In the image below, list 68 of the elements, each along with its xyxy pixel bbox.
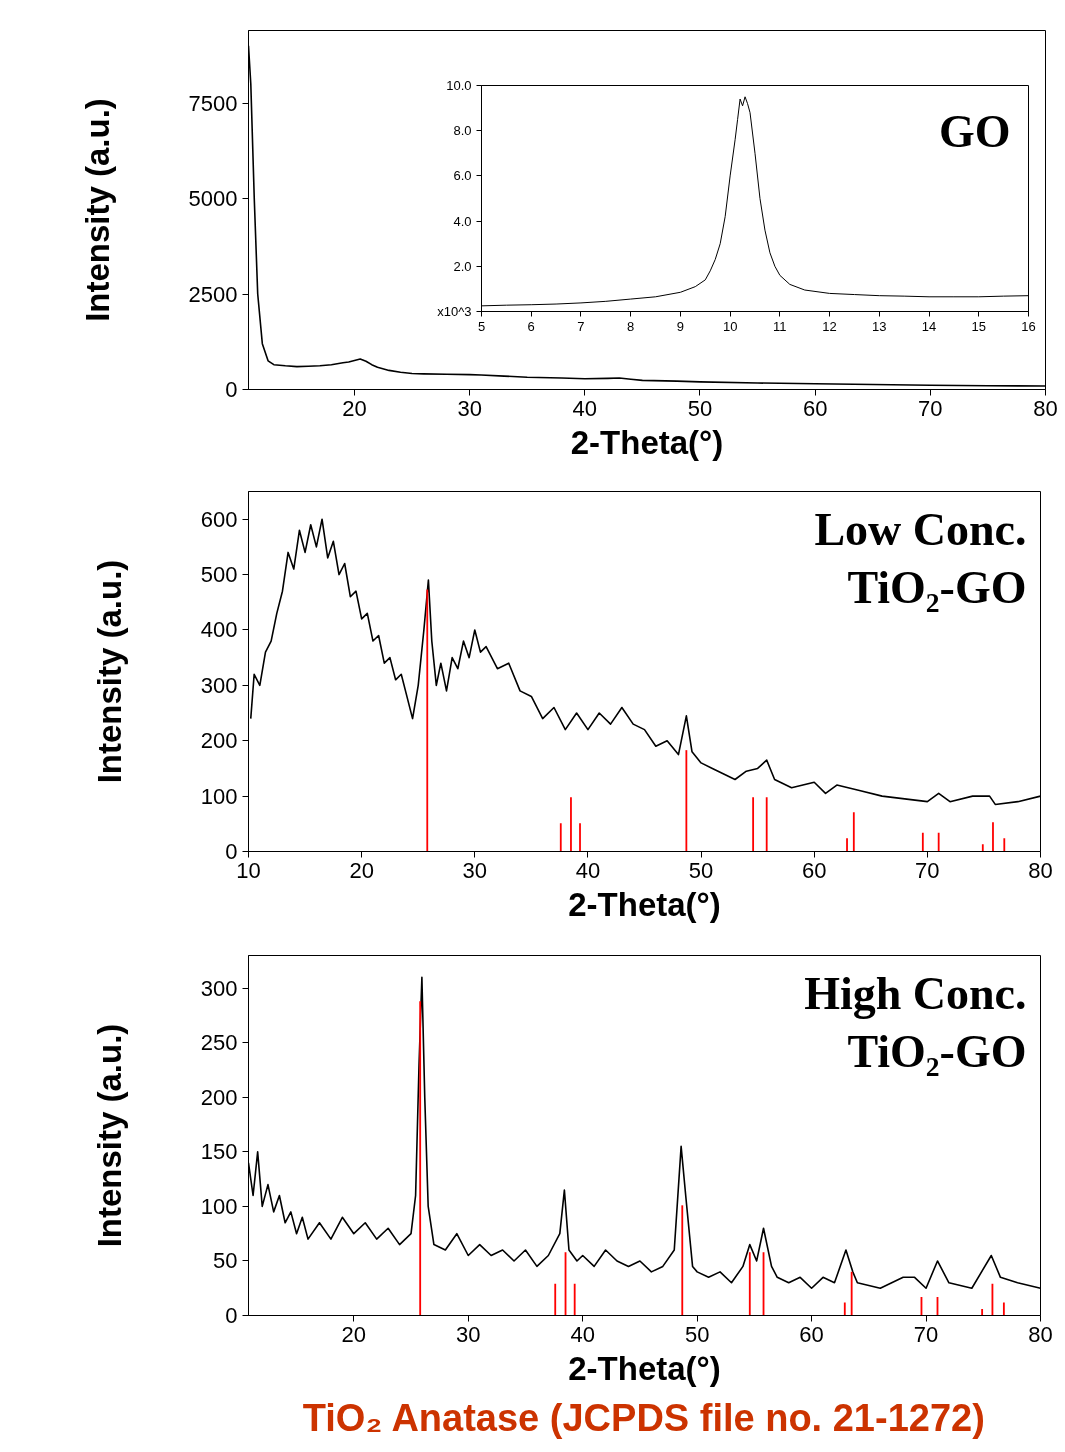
x-tick-label: 40: [570, 1321, 595, 1347]
x-tick-label: 30: [462, 857, 488, 883]
x-tick-label: 80: [1028, 1321, 1053, 1347]
x-tick-label: 7: [577, 318, 585, 334]
x-tick-label: 15: [971, 318, 987, 334]
x-tick-label: 40: [575, 857, 601, 883]
y-tick-label: x10^3: [437, 304, 472, 319]
y-axis-title: Intensity (a.u.): [90, 559, 128, 784]
y-tick-label: 0: [225, 839, 238, 864]
y-tick-label: 300: [200, 672, 238, 698]
x-tick-label: 60: [801, 857, 827, 883]
y-tick-label: 500: [200, 562, 238, 588]
x-tick-label: 50: [687, 395, 713, 421]
y-tick-label: 100: [200, 1193, 238, 1219]
x-tick-label: 60: [799, 1321, 824, 1347]
text: TiO₂ Anatase (JCPDS file no. 21-1272): [302, 1396, 985, 1439]
x-tick-label: 6: [527, 318, 535, 334]
y-tick-label: 5000: [188, 186, 238, 212]
x-tick-label: 5: [477, 318, 486, 334]
y-tick-label: 400: [200, 617, 238, 643]
y-tick-label: 0: [225, 1303, 238, 1328]
y-tick-label: 8.0: [453, 123, 472, 139]
x-tick-label: 9: [676, 318, 685, 334]
y-axis-title: Intensity (a.u.): [78, 98, 116, 322]
y-tick-label: 250: [200, 1030, 238, 1056]
x-tick-label: 10: [236, 857, 261, 883]
y-tick-label: 0: [225, 377, 238, 402]
x-axis-title: 2-Theta(°): [568, 885, 721, 923]
y-tick-label: 150: [200, 1139, 238, 1165]
y-tick-label: 2500: [188, 281, 238, 307]
x-tick-label: 16: [1021, 318, 1036, 334]
x-tick-label: 80: [1028, 857, 1053, 883]
y-tick-label: 200: [200, 1084, 238, 1110]
x-tick-label: 40: [572, 395, 598, 421]
y-tick-label: 200: [200, 728, 238, 754]
x-tick-label: 30: [456, 1321, 481, 1347]
x-tick-label: 12: [822, 318, 837, 334]
x-tick-label: 30: [457, 395, 482, 421]
y-tick-label: 600: [200, 506, 238, 532]
y-tick-label: 100: [200, 783, 238, 809]
x-tick-label: 50: [688, 857, 714, 883]
x-tick-label: 70: [915, 857, 940, 883]
x-tick-label: 20: [349, 857, 374, 883]
y-tick-label: 10.0: [446, 78, 472, 93]
annotation: Low Conc. TiO₂-GO: [814, 503, 1027, 614]
x-tick-label: 10: [722, 318, 738, 334]
y-tick-label: 300: [200, 975, 238, 1001]
x-tick-label: 14: [921, 318, 937, 334]
y-tick-label: 50: [213, 1248, 238, 1274]
x-tick-label: 13: [872, 318, 887, 334]
annotation: High Conc. TiO₂-GO: [804, 967, 1027, 1078]
y-tick-label: 2.0: [453, 258, 472, 274]
x-axis-title: 2-Theta(°): [570, 423, 724, 461]
x-tick-label: 11: [773, 318, 787, 334]
x-tick-label: 50: [684, 1321, 710, 1347]
x-tick-label: 8: [627, 318, 635, 334]
x-tick-label: 60: [802, 395, 828, 421]
x-tick-label: 70: [913, 1321, 939, 1347]
x-tick-label: 80: [1033, 395, 1058, 421]
y-tick-label: 7500: [188, 90, 238, 116]
y-tick-label: 4.0: [453, 213, 472, 229]
x-tick-label: 70: [918, 395, 943, 421]
y-axis-title: Intensity (a.u.): [90, 1023, 128, 1248]
x-tick-label: 20: [342, 395, 367, 421]
y-tick-label: 6.0: [453, 168, 472, 184]
x-tick-label: 20: [341, 1321, 367, 1347]
x-axis-title: 2-Theta(°): [568, 1349, 721, 1387]
annotation: GO: [938, 105, 1011, 157]
